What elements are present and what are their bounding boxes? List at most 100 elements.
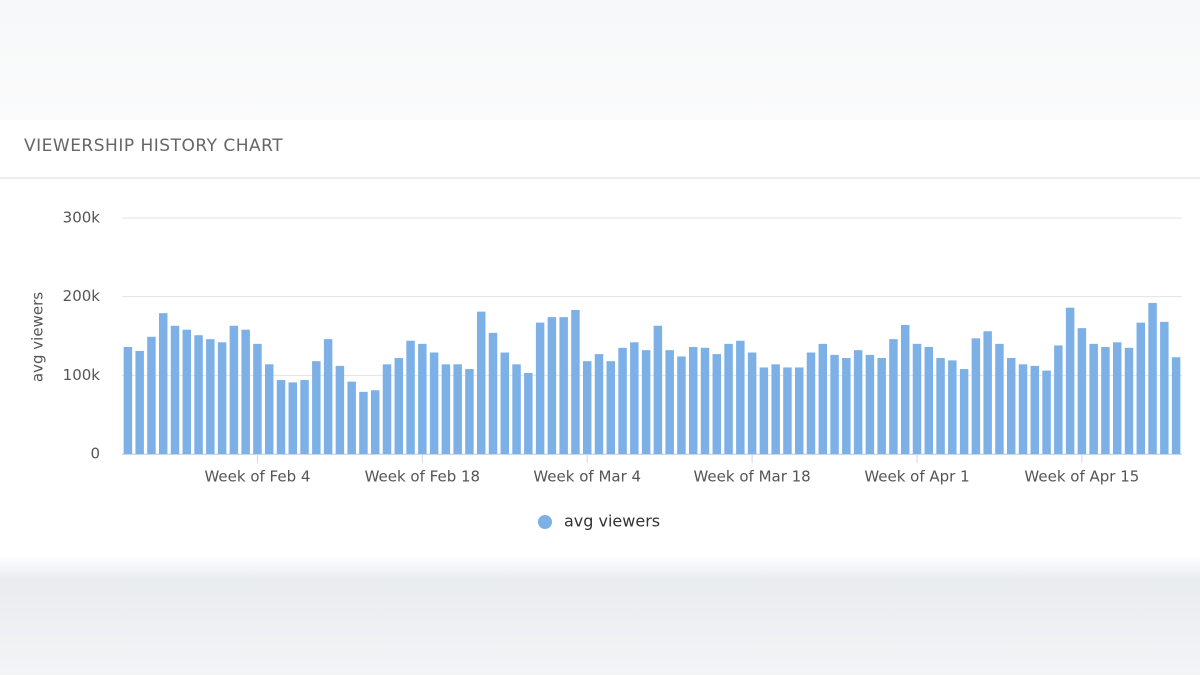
bar [1148, 302, 1157, 454]
bar [300, 380, 309, 454]
bar [524, 372, 533, 454]
bar [1042, 370, 1051, 454]
bar [877, 358, 886, 454]
bar [995, 343, 1004, 454]
bar [971, 338, 981, 454]
bar [453, 364, 462, 454]
bar [653, 325, 663, 454]
bar [382, 364, 392, 454]
bar [229, 325, 239, 454]
bar [465, 369, 474, 454]
bar [948, 360, 957, 454]
bar [641, 350, 651, 454]
y-tick-label: 100k [63, 366, 101, 384]
bar [1065, 307, 1075, 454]
bar [276, 380, 286, 454]
bar [1136, 322, 1146, 454]
bar [335, 365, 345, 454]
bar [406, 340, 415, 454]
bar [158, 313, 168, 454]
bar [264, 364, 274, 454]
bar [724, 343, 733, 454]
bar [677, 356, 686, 454]
bar [1077, 328, 1087, 454]
x-tick-label: Week of Apr 1 [864, 468, 969, 486]
chart-title: VIEWERSHIP HISTORY CHART [24, 136, 283, 156]
bar [571, 310, 580, 454]
bar [253, 343, 262, 454]
bar [347, 381, 356, 454]
y-axis-title: avg viewers [29, 292, 47, 382]
bar [959, 369, 969, 454]
bar [370, 390, 380, 454]
bar [559, 317, 568, 454]
bar [688, 347, 698, 454]
bar [1160, 321, 1169, 454]
bar [1054, 345, 1063, 454]
bar [736, 340, 745, 454]
legend-marker [538, 515, 552, 529]
bar [476, 311, 486, 454]
x-tick-label: Week of Apr 15 [1024, 468, 1139, 486]
bar [488, 332, 498, 454]
bar [830, 354, 839, 454]
bar [394, 358, 404, 454]
bar [547, 317, 557, 454]
bar [842, 358, 851, 454]
bar [500, 352, 510, 454]
bar [865, 354, 875, 454]
bar [747, 352, 757, 454]
bar [194, 335, 203, 454]
bar [618, 347, 627, 454]
bar [1018, 364, 1028, 454]
bar [217, 342, 227, 454]
x-tick-label: Week of Mar 4 [533, 468, 641, 486]
bar [794, 367, 804, 454]
bar [441, 364, 451, 454]
bar [936, 358, 945, 454]
bar [630, 342, 639, 454]
x-tick-label: Week of Feb 4 [204, 468, 310, 486]
bar [853, 350, 863, 454]
bar [1030, 365, 1040, 454]
bar [147, 336, 156, 454]
bar [135, 350, 144, 454]
bar [700, 347, 710, 454]
y-tick-label: 300k [63, 209, 101, 227]
bar [1112, 342, 1122, 454]
bar [182, 329, 192, 454]
bar [1171, 357, 1181, 454]
bar [771, 364, 780, 454]
bar [241, 329, 250, 454]
bar [1006, 358, 1016, 454]
bar [818, 343, 828, 454]
bar [418, 343, 427, 454]
bar [323, 339, 333, 454]
bar [900, 324, 910, 454]
bar [123, 347, 133, 454]
bar [312, 361, 321, 454]
bar [924, 347, 934, 454]
bar [582, 361, 592, 454]
bar [359, 391, 368, 454]
bar [429, 352, 439, 454]
x-tick-label: Week of Mar 18 [693, 468, 810, 486]
bar [759, 367, 769, 454]
bar [206, 339, 215, 454]
bar [606, 361, 616, 454]
bar [170, 325, 180, 454]
bar [912, 343, 922, 454]
bar [288, 382, 298, 454]
bar [1124, 347, 1134, 454]
legend-label[interactable]: avg viewers [564, 512, 660, 531]
bar [806, 352, 816, 454]
y-tick-label: 0 [90, 445, 100, 463]
bar [594, 354, 604, 454]
bar [535, 322, 545, 454]
bar [665, 350, 674, 454]
bar [1089, 343, 1098, 454]
x-tick-label: Week of Feb 18 [365, 468, 481, 486]
bar [983, 331, 992, 454]
